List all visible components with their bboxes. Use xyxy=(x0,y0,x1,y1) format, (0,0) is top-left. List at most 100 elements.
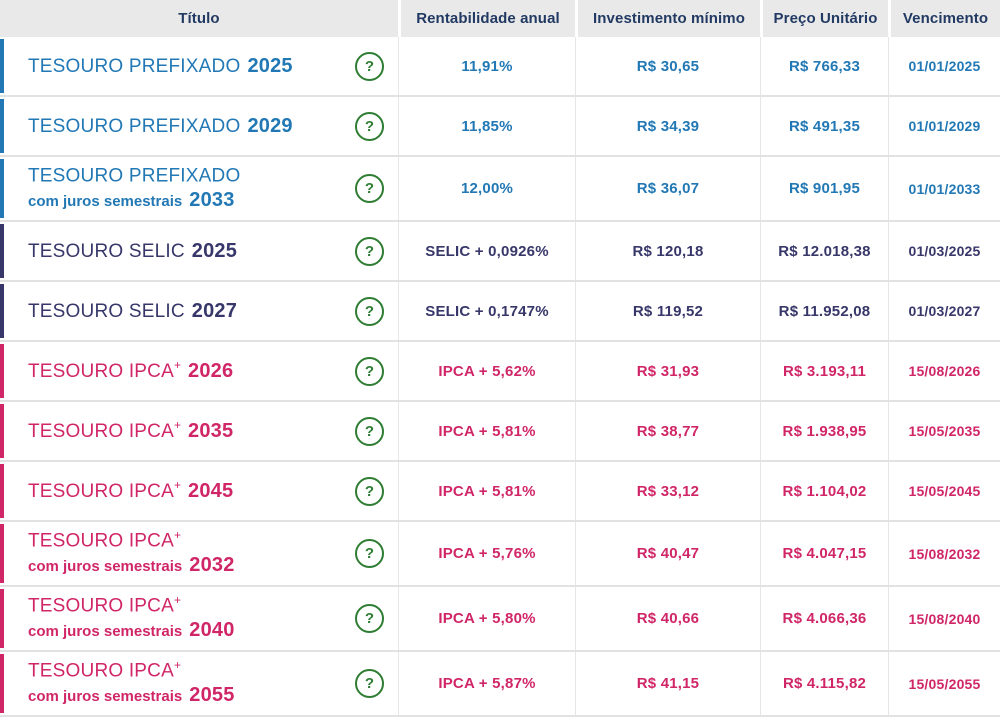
bond-title: TESOURO IPCA+ com juros semestrais 2040 xyxy=(28,593,235,642)
maturity-date: 15/05/2045 xyxy=(888,462,1000,520)
help-icon[interactable]: ? xyxy=(355,539,384,568)
bond-title: TESOURO PREFIXADO com juros semestrais 20… xyxy=(28,165,240,211)
table-row: TESOURO SELIC 2027 ? SELIC + 0,1747% R$ 1… xyxy=(0,282,1000,342)
help-icon[interactable]: ? xyxy=(355,604,384,633)
bond-title: TESOURO SELIC 2027 xyxy=(28,300,237,323)
annual-rate: SELIC + 0,1747% xyxy=(398,282,575,340)
column-header-preco: Preço Unitário xyxy=(760,0,888,37)
bond-title: TESOURO IPCA+ com juros semestrais 2055 xyxy=(28,658,235,707)
min-investment: R$ 31,93 xyxy=(575,342,760,400)
category-accent-bar xyxy=(0,344,4,398)
bond-title-line1: TESOURO PREFIXADO xyxy=(28,165,241,187)
unit-price: R$ 1.104,02 xyxy=(760,462,888,520)
annual-rate: IPCA + 5,76% xyxy=(398,522,575,585)
unit-price: R$ 901,95 xyxy=(760,157,888,220)
annual-rate: IPCA + 5,80% xyxy=(398,587,575,650)
min-investment: R$ 33,12 xyxy=(575,462,760,520)
bond-title: TESOURO IPCA+ 2045 xyxy=(28,478,234,503)
annual-rate: IPCA + 5,87% xyxy=(398,652,575,715)
table-row: TESOURO PREFIXADO 2029 ? 11,85% R$ 34,39 … xyxy=(0,97,1000,157)
bond-year: 2026 xyxy=(188,359,234,382)
table-row: TESOURO SELIC 2025 ? SELIC + 0,0926% R$ 1… xyxy=(0,222,1000,282)
bond-subtitle: com juros semestrais xyxy=(28,192,183,210)
min-investment: R$ 36,07 xyxy=(575,157,760,220)
bond-year: 2055 xyxy=(189,683,235,706)
bond-title-line2: com juros semestrais 2055 xyxy=(28,684,235,707)
bond-subtitle: com juros semestrais xyxy=(28,687,183,705)
bond-title-line2: com juros semestrais 2040 xyxy=(28,619,235,642)
annual-rate: SELIC + 0,0926% xyxy=(398,222,575,280)
category-accent-bar xyxy=(0,524,4,583)
plus-superscript: + xyxy=(173,528,181,543)
bond-title: TESOURO PREFIXADO 2029 xyxy=(28,115,293,138)
bond-title: TESOURO IPCA+ 2026 xyxy=(28,358,234,383)
help-icon[interactable]: ? xyxy=(355,416,384,446)
bond-year: 2035 xyxy=(188,419,234,442)
unit-price: R$ 4.066,36 xyxy=(760,587,888,650)
bond-subtitle: com juros semestrais xyxy=(28,622,183,640)
bond-year: 2045 xyxy=(188,479,234,502)
bond-year: 2025 xyxy=(191,239,238,262)
category-accent-bar xyxy=(0,589,4,648)
maturity-date: 15/08/2026 xyxy=(888,342,1000,400)
help-icon[interactable]: ? xyxy=(355,669,384,698)
min-investment: R$ 34,39 xyxy=(575,97,760,155)
bond-title-line1: TESOURO IPCA+ 2045 xyxy=(28,478,234,502)
help-icon[interactable]: ? xyxy=(355,111,384,141)
column-header-investimento: Investimento mínimo xyxy=(575,0,760,37)
min-investment: R$ 40,47 xyxy=(575,522,760,585)
annual-rate: IPCA + 5,81% xyxy=(398,462,575,520)
table-row: TESOURO IPCA+ 2045 ? IPCA + 5,81% R$ 33,1… xyxy=(0,462,1000,522)
maturity-date: 15/08/2040 xyxy=(888,587,1000,650)
maturity-date: 15/05/2035 xyxy=(888,402,1000,460)
bond-title: TESOURO PREFIXADO 2025 xyxy=(28,55,293,78)
table-header: Título Rentabilidade anual Investimento … xyxy=(0,0,1000,37)
bond-title-line2: com juros semestrais 2033 xyxy=(28,189,240,212)
help-icon[interactable]: ? xyxy=(355,356,384,386)
annual-rate: 11,91% xyxy=(398,37,575,95)
help-icon[interactable]: ? xyxy=(355,476,384,506)
annual-rate: IPCA + 5,62% xyxy=(398,342,575,400)
unit-price: R$ 1.938,95 xyxy=(760,402,888,460)
plus-superscript: + xyxy=(173,478,181,493)
table-row: TESOURO IPCA+ com juros semestrais 2040 ?… xyxy=(0,587,1000,652)
help-icon[interactable]: ? xyxy=(355,296,384,326)
bond-title-line1: TESOURO SELIC 2025 xyxy=(28,239,238,262)
bond-title-line1: TESOURO SELIC 2027 xyxy=(28,299,238,322)
category-accent-bar xyxy=(0,224,4,278)
unit-price: R$ 766,33 xyxy=(760,37,888,95)
plus-superscript: + xyxy=(173,358,181,373)
category-accent-bar xyxy=(0,159,4,218)
bond-title-line1: TESOURO IPCA+ xyxy=(28,658,181,682)
bond-subtitle: com juros semestrais xyxy=(28,557,183,575)
bond-year: 2027 xyxy=(191,299,238,322)
min-investment: R$ 40,66 xyxy=(575,587,760,650)
maturity-date: 15/05/2055 xyxy=(888,652,1000,715)
bond-year: 2033 xyxy=(189,188,235,211)
unit-price: R$ 4.047,15 xyxy=(760,522,888,585)
min-investment: R$ 41,15 xyxy=(575,652,760,715)
help-icon[interactable]: ? xyxy=(355,174,384,203)
maturity-date: 01/01/2033 xyxy=(888,157,1000,220)
bond-title: TESOURO IPCA+ com juros semestrais 2032 xyxy=(28,528,235,576)
maturity-date: 01/01/2029 xyxy=(888,97,1000,155)
bond-year: 2025 xyxy=(247,54,293,77)
help-icon[interactable]: ? xyxy=(355,236,384,266)
bond-title-line1: TESOURO PREFIXADO 2025 xyxy=(28,54,293,77)
category-accent-bar xyxy=(0,464,4,518)
bond-title-line1: TESOURO IPCA+ xyxy=(28,593,181,617)
plus-superscript: + xyxy=(173,418,181,433)
bond-title-line1: TESOURO IPCA+ 2035 xyxy=(28,418,234,442)
category-accent-bar xyxy=(0,284,4,338)
unit-price: R$ 12.018,38 xyxy=(760,222,888,280)
plus-superscript: + xyxy=(173,593,181,608)
annual-rate: IPCA + 5,81% xyxy=(398,402,575,460)
table-row: TESOURO IPCA+ com juros semestrais 2032 ?… xyxy=(0,522,1000,587)
category-accent-bar xyxy=(0,654,4,713)
help-icon[interactable]: ? xyxy=(355,51,384,81)
min-investment: R$ 38,77 xyxy=(575,402,760,460)
unit-price: R$ 11.952,08 xyxy=(760,282,888,340)
annual-rate: 11,85% xyxy=(398,97,575,155)
column-header-vencimento: Vencimento xyxy=(888,0,1000,37)
